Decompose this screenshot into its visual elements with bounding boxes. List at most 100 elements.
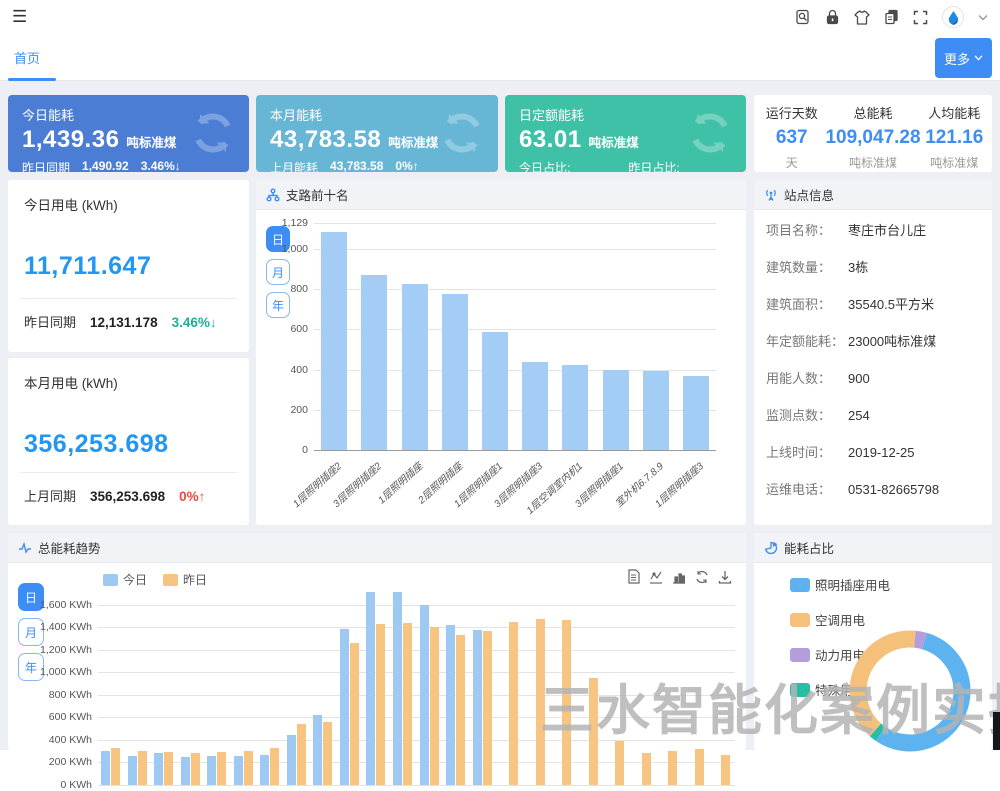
branch-bar[interactable] — [683, 376, 709, 450]
trend-bar-yesterday[interactable] — [695, 749, 704, 785]
trend-bar-yesterday[interactable] — [615, 741, 624, 785]
trend-bar-today[interactable] — [420, 605, 429, 785]
menu-hamburger-icon[interactable]: ☰ — [12, 7, 27, 27]
trend-bar-yesterday[interactable] — [244, 751, 253, 785]
tab-home[interactable]: 首页 — [14, 48, 40, 67]
trend-bar-yesterday[interactable] — [430, 627, 439, 785]
branch-bar[interactable] — [442, 294, 468, 450]
site-info-row: 建筑面积：35540.5平方米 — [766, 294, 984, 331]
trend-bar-today[interactable] — [101, 751, 110, 785]
fullscreen-icon[interactable] — [913, 10, 928, 25]
kpi-sub-label2: 昨日占比: — [628, 161, 679, 172]
trend-bar-yesterday[interactable] — [270, 748, 279, 785]
branch-bar[interactable] — [522, 362, 548, 450]
trend-bar-yesterday[interactable] — [191, 753, 200, 785]
y-axis-tick-label: 800 KWh — [14, 689, 92, 701]
site-info-row: 项目名称：枣庄市台儿庄 — [766, 220, 984, 257]
kpi-unit: 吨标准煤 — [589, 132, 639, 151]
trend-bar-yesterday[interactable] — [138, 751, 147, 785]
divider — [20, 472, 237, 473]
topbar: ☰ — [0, 0, 1000, 34]
branch-bar[interactable] — [482, 332, 508, 450]
branch-bar[interactable] — [402, 284, 428, 450]
branch-bar[interactable] — [361, 275, 387, 450]
trend-bar-today[interactable] — [446, 625, 455, 785]
branch-bar[interactable] — [643, 371, 669, 450]
antenna-icon — [764, 188, 778, 202]
kpi-sub-delta: 3.46%↓ — [141, 159, 181, 172]
trend-bar-today[interactable] — [260, 755, 269, 785]
trend-bar-today[interactable] — [366, 592, 375, 785]
pie-chart-icon — [764, 541, 778, 555]
site-info-row: 年定额能耗：23000吨标准煤 — [766, 331, 984, 368]
trend-bar-today[interactable] — [181, 757, 190, 785]
trend-bar-yesterday[interactable] — [509, 622, 518, 785]
trend-bar-yesterday[interactable] — [589, 678, 598, 785]
trend-bar-yesterday[interactable] — [297, 724, 306, 785]
legend-swatch — [790, 578, 810, 592]
theme-shirt-icon[interactable] — [854, 10, 870, 25]
trend-bar-today[interactable] — [234, 756, 243, 785]
site-row-label: 建筑面积： — [766, 294, 848, 313]
trend-bar-yesterday[interactable] — [483, 631, 492, 785]
trend-bar-yesterday[interactable] — [721, 755, 730, 785]
trend-bar-yesterday[interactable] — [403, 623, 412, 785]
kpi-value: 1,439.36 — [22, 126, 119, 154]
gridline — [314, 223, 716, 224]
kpi-value: 43,783.58 — [270, 126, 381, 154]
trend-bar-today[interactable] — [154, 753, 163, 785]
more-button[interactable]: 更多 — [935, 38, 992, 78]
site-info-row: 监测点数：254 — [766, 405, 984, 442]
y-axis-tick-label: 400 — [268, 364, 308, 376]
trend-bar-today[interactable] — [128, 756, 137, 785]
trend-bar-today[interactable] — [313, 715, 322, 785]
site-row-value: 254 — [848, 408, 870, 423]
chevron-down-icon[interactable] — [978, 14, 988, 21]
compare-value: 356,253.698 — [90, 489, 165, 504]
trend-bar-yesterday[interactable] — [456, 635, 465, 785]
gridline — [98, 695, 735, 696]
trend-bar-today[interactable] — [393, 592, 402, 785]
trend-bar-yesterday[interactable] — [642, 753, 651, 785]
trend-bar-yesterday[interactable] — [217, 752, 226, 785]
branch-bar-chart: 1,1291,00080060040020001层照明插座23层照明插座21层照… — [256, 180, 746, 525]
trend-bar-today[interactable] — [340, 629, 349, 785]
compare-value: 12,131.178 — [90, 315, 158, 330]
y-axis-tick-label: 1,200 KWh — [14, 644, 92, 656]
divider — [20, 298, 237, 299]
trend-bar-yesterday[interactable] — [376, 624, 385, 785]
month-electricity-card: 本月用电 (kWh) 356,253.698 上月同期 356,253.698 … — [8, 358, 249, 525]
branch-bar[interactable] — [562, 365, 588, 450]
kpi-sub-label: 今日占比: — [519, 161, 570, 172]
y-axis-tick-label: 1,000 — [268, 243, 308, 255]
legend-item-lighting[interactable]: 照明插座用电 — [790, 575, 890, 594]
trend-bar-yesterday[interactable] — [562, 620, 571, 785]
panel-header: 能耗占比 — [754, 533, 992, 563]
stat-total-energy: 总能耗 109,047.28 吨标准煤 — [825, 103, 920, 164]
branch-bar[interactable] — [603, 370, 629, 450]
kpi-card-month-energy: 本月能耗 43,783.58 吨标准煤 上月能耗 43,783.58 0%↑ — [256, 95, 498, 172]
card-title: 今日用电 (kWh) — [24, 194, 233, 214]
site-row-label: 年定额能耗： — [766, 331, 848, 350]
lock-icon[interactable] — [825, 9, 840, 25]
copy-icon[interactable] — [884, 9, 899, 25]
scrollbar-fragment — [993, 712, 1000, 750]
legend-swatch — [790, 613, 810, 627]
trend-bar-today[interactable] — [287, 735, 296, 785]
site-info-row: 上线时间：2019-12-25 — [766, 442, 984, 479]
energy-trend-panel: 总能耗趋势 今日 昨日 日 月 年 1,600 — [8, 533, 746, 750]
y-axis-tick-label: 200 KWh — [14, 756, 92, 768]
site-row-label: 用能人数： — [766, 368, 848, 387]
trend-bar-yesterday[interactable] — [536, 619, 545, 785]
trend-bar-yesterday[interactable] — [350, 643, 359, 785]
trend-bar-today[interactable] — [473, 630, 482, 785]
trend-bar-yesterday[interactable] — [164, 752, 173, 785]
site-row-value: 3栋 — [848, 257, 868, 276]
trend-bar-yesterday[interactable] — [323, 722, 332, 785]
trend-bar-yesterday[interactable] — [111, 748, 120, 785]
branch-bar[interactable] — [321, 232, 347, 450]
trend-bar-today[interactable] — [207, 756, 216, 785]
trend-bar-yesterday[interactable] — [668, 751, 677, 785]
user-avatar[interactable] — [942, 6, 964, 28]
doc-search-icon[interactable] — [795, 9, 811, 25]
